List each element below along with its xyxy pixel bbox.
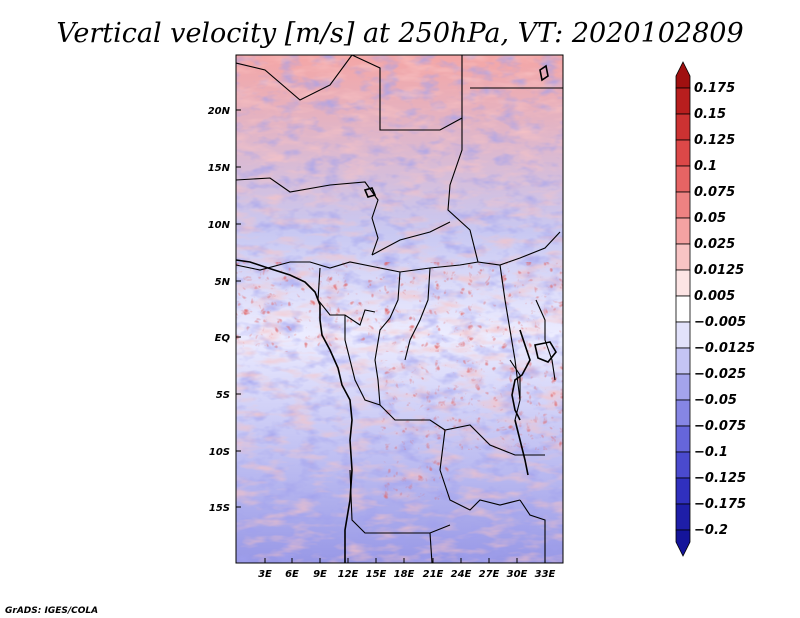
grads-credit: GrADS: IGES/COLA: [5, 606, 98, 616]
colorbar-label: 0.075: [694, 185, 735, 200]
colorbar-label: 0.1: [694, 159, 717, 174]
lat-label: 10N: [208, 220, 231, 231]
lon-label: 15E: [366, 569, 387, 580]
colorbar-label: 0.0125: [694, 263, 744, 278]
colorbar-label: −0.075: [694, 419, 746, 434]
lat-axis: 20N 15N 10N 5N EQ 5S 10S 15S: [208, 106, 241, 514]
colorbar-box: [675, 243, 691, 271]
map-frame: [235, 54, 564, 564]
colorbar-label: 0.175: [694, 81, 735, 96]
colorbar-label: −0.2: [694, 523, 728, 538]
colorbar-arrow-top: [675, 61, 691, 89]
lat-label: 15N: [208, 163, 231, 174]
colorbar-arrow-bottom: [675, 529, 691, 557]
map-title: Vertical velocity [m/s] at 250hPa, VT: 2…: [56, 18, 743, 49]
colorbar-box: [675, 347, 691, 375]
lon-ticks: [264, 558, 546, 563]
lon-label: 24E: [451, 569, 472, 580]
colorbar-label: −0.05: [694, 393, 737, 408]
colorbar-box: [675, 321, 691, 349]
lat-label: 20N: [208, 106, 231, 117]
colorbar-label: −0.005: [694, 315, 746, 330]
colorbar-box: [675, 425, 691, 453]
lat-label: 15S: [209, 503, 230, 514]
lon-label: 18E: [394, 569, 415, 580]
colorbar-box: [675, 113, 691, 141]
lat-ticks: [236, 109, 241, 508]
colorbar-box: [675, 165, 691, 193]
lon-label: 9E: [313, 569, 327, 580]
colorbar-label: −0.175: [694, 497, 746, 512]
colorbar-boxes: [675, 61, 691, 557]
colorbar-box: [675, 269, 691, 297]
lon-label: 12E: [338, 569, 359, 580]
lon-label: 27E: [479, 569, 500, 580]
lat-label: EQ: [215, 333, 231, 344]
lon-label: 21E: [423, 569, 444, 580]
field-convective-angola: [380, 460, 450, 500]
colorbar-box: [675, 451, 691, 479]
coastlines-lakes: [236, 64, 557, 563]
colorbar-box: [675, 191, 691, 219]
lon-axis: 3E 6E 9E 12E 15E 18E 21E 24E 27E 30E 33E: [258, 558, 556, 580]
colorbar-box: [675, 139, 691, 167]
lon-label: 6E: [285, 569, 299, 580]
colorbar-box: [675, 477, 691, 505]
map-panel: [236, 55, 563, 563]
country-borders: [236, 55, 563, 563]
lon-label: 33E: [535, 569, 556, 580]
colorbar-label: 0.125: [694, 133, 735, 148]
lon-label: 3E: [258, 569, 272, 580]
colorbar-labels: 0.175 0.15 0.125 0.1 0.075 0.05 0.025 0.…: [694, 81, 755, 538]
lat-label: 5S: [216, 390, 230, 401]
lat-label: 10S: [209, 447, 230, 458]
colorbar-box: [675, 295, 691, 323]
field-convective-south: [380, 360, 563, 450]
colorbar-box: [675, 373, 691, 401]
colorbar-box: [675, 503, 691, 531]
colorbar: 0.175 0.15 0.125 0.1 0.075 0.05 0.025 0.…: [675, 61, 755, 557]
colorbar-label: −0.125: [694, 471, 746, 486]
colorbar-label: 0.025: [694, 237, 735, 252]
lat-label: 5N: [215, 277, 231, 288]
colorbar-box: [675, 87, 691, 115]
colorbar-label: −0.1: [694, 445, 728, 460]
colorbar-label: 0.005: [694, 289, 735, 304]
colorbar-box: [675, 399, 691, 427]
colorbar-label: 0.15: [694, 107, 726, 122]
colorbar-label: −0.025: [694, 367, 746, 382]
colorbar-box: [675, 217, 691, 245]
colorbar-label: −0.0125: [694, 341, 755, 356]
colorbar-label: 0.05: [694, 211, 726, 226]
lon-label: 30E: [507, 569, 528, 580]
